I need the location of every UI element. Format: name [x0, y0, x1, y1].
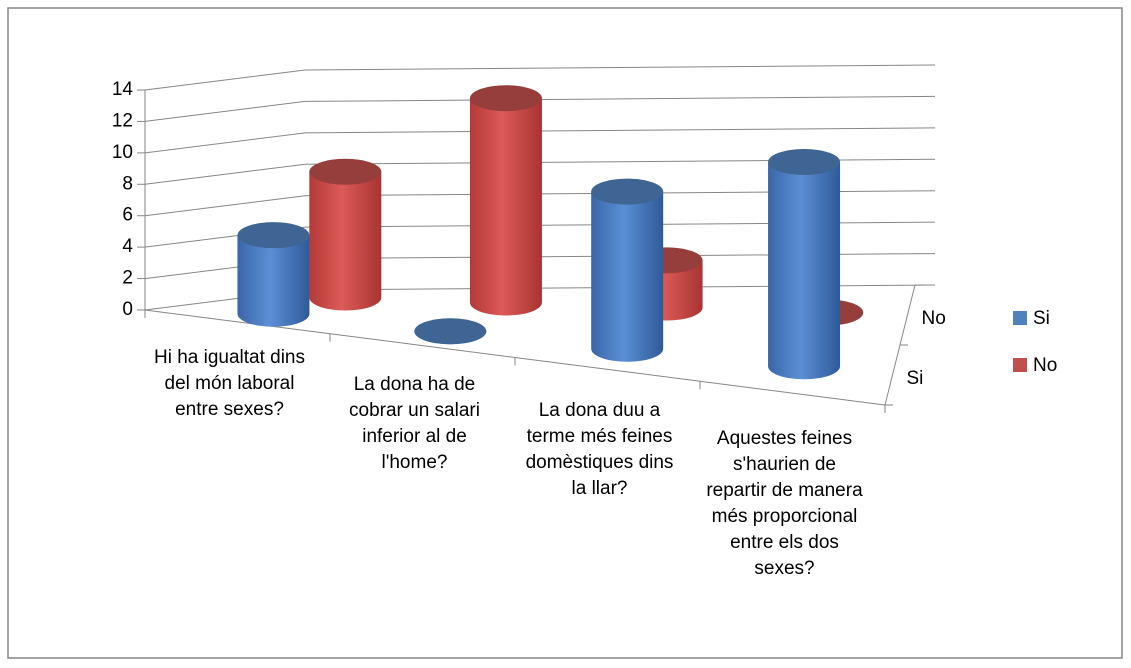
x-tick-label: Aquestes feines s'haurien de repartir de… — [706, 428, 863, 579]
y-tick-label: 4 — [122, 236, 133, 257]
y-tick-label: 0 — [122, 299, 133, 320]
legend-swatch — [1013, 358, 1027, 372]
cylinder — [768, 148, 841, 380]
legend-label: No — [1033, 355, 1057, 376]
bar — [768, 161, 841, 380]
bar-top — [309, 158, 382, 185]
bar-top — [237, 222, 310, 249]
cylinder — [309, 158, 382, 311]
bar-top — [591, 178, 664, 205]
grid-line — [304, 64, 936, 71]
y-tick-label: 10 — [112, 142, 133, 163]
y-tick-label: 6 — [122, 205, 133, 226]
x-tick-label: Hi ha igualtat dins del món laboral entr… — [153, 347, 306, 420]
grid-line — [144, 163, 306, 185]
y-tick-label: 12 — [112, 110, 133, 131]
bar — [309, 171, 382, 311]
y-tick-label: 8 — [122, 173, 133, 194]
x-tick-label: La dona duu a terme més feines domèstiqu… — [525, 400, 674, 499]
grid-line — [144, 69, 306, 91]
grid-line — [144, 132, 306, 154]
bar-top — [768, 148, 841, 175]
grid-line — [304, 95, 936, 102]
depth-label: Si — [907, 368, 924, 389]
depth-label: No — [922, 308, 946, 329]
cylinder — [469, 85, 542, 316]
legend-swatch — [1013, 311, 1027, 325]
chart-border — [7, 7, 1123, 659]
cylinder — [591, 178, 664, 362]
legend-label: Si — [1033, 308, 1050, 329]
bar — [591, 191, 664, 362]
grid-line — [144, 195, 306, 217]
cylinder — [237, 222, 310, 327]
bar-top — [469, 85, 542, 112]
bar-top — [414, 318, 487, 345]
bar — [237, 235, 310, 327]
cylinder — [414, 318, 487, 345]
y-tick-label: 14 — [112, 79, 134, 100]
bar — [469, 98, 542, 316]
x-tick-label: La dona ha de cobrar un salari inferior … — [349, 374, 480, 473]
y-tick-label: 2 — [122, 268, 133, 289]
grid-line — [144, 100, 306, 122]
grid-line — [304, 127, 936, 134]
